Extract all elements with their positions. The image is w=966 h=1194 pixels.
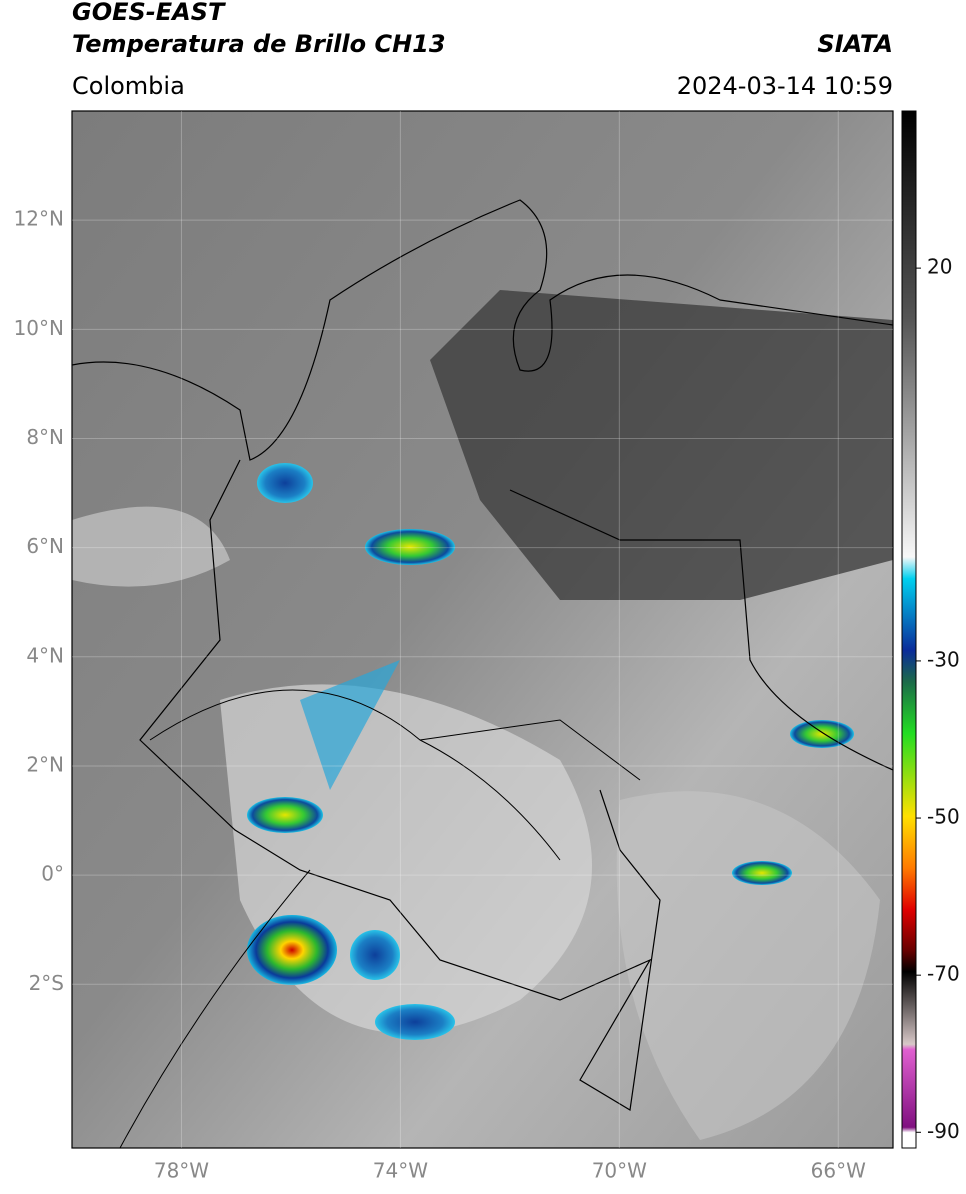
colorbar-tick-label: -70 (927, 962, 960, 986)
lat-tick-label: 2°S (29, 971, 64, 995)
lon-tick-label: 66°W (811, 1159, 866, 1183)
colorbar-tick-label: -30 (927, 647, 960, 671)
lat-tick-label: 10°N (14, 316, 64, 340)
colorbar (901, 110, 917, 1149)
lat-tick-label: 8°N (26, 425, 64, 449)
lat-tick-label: 4°N (26, 643, 64, 667)
datetime: 2024-03-14 10:59 (677, 72, 893, 100)
colorbar-tick-label: -50 (927, 805, 960, 829)
colorbar-tick-label: -90 (927, 1119, 960, 1143)
title: GOES-EAST (72, 0, 226, 26)
lat-tick-label: 12°N (14, 207, 64, 231)
lat-tick-label: 6°N (26, 534, 64, 558)
subtitle: Temperatura de Brillo CH13 (72, 30, 446, 58)
lon-tick-label: 74°W (373, 1159, 428, 1183)
map-frame (71, 110, 894, 1149)
source: SIATA (817, 30, 893, 58)
lon-tick-label: 70°W (592, 1159, 647, 1183)
lat-tick-label: 2°N (26, 752, 64, 776)
region: Colombia (72, 72, 185, 100)
colorbar-tick-label: 20 (927, 255, 952, 279)
lon-tick-label: 78°W (154, 1159, 209, 1183)
lat-tick-label: 0° (41, 862, 64, 886)
map-image (72, 111, 893, 1148)
